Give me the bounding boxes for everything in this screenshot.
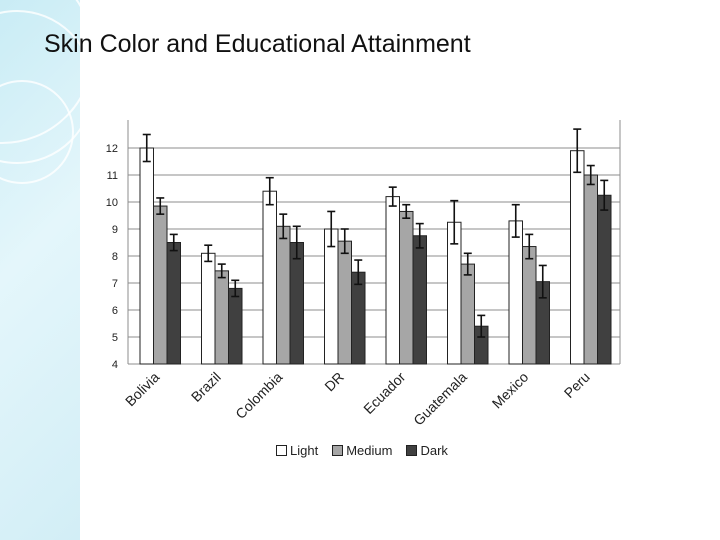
bar	[262, 190, 277, 365]
bar	[351, 271, 366, 365]
bar	[583, 174, 598, 365]
bar	[214, 270, 229, 365]
bar	[153, 205, 168, 365]
legend-item: Light	[276, 443, 318, 458]
slide-title: Skin Color and Educational Attainment	[44, 30, 471, 58]
legend-label: Light	[290, 443, 319, 458]
y-tick-label: 5	[112, 332, 118, 344]
bar	[508, 220, 523, 365]
bar	[412, 235, 427, 365]
x-tick-label: Brazil	[188, 369, 224, 405]
bar	[385, 196, 400, 365]
bar	[228, 287, 243, 365]
x-tick-label: Mexico	[489, 369, 532, 412]
y-tick-label: 8	[112, 251, 118, 263]
bar	[324, 228, 339, 365]
y-tick-label: 9	[112, 224, 118, 236]
legend-label: Dark	[420, 443, 448, 458]
legend-item: Dark	[406, 443, 448, 458]
bar	[460, 263, 475, 365]
bar	[276, 225, 291, 365]
y-tick-label: 10	[106, 197, 118, 209]
x-tick-label: Bolivia	[122, 369, 163, 410]
bar	[289, 242, 304, 365]
y-tick-label: 11	[107, 170, 118, 182]
y-tick-label: 4	[112, 359, 118, 371]
legend-swatch	[406, 445, 418, 456]
x-tick-label: Colombia	[232, 369, 285, 422]
legend-swatch	[332, 445, 344, 456]
chart-legend: Light Medium Dark	[276, 443, 462, 458]
legend-label: Medium	[346, 443, 393, 458]
x-tick-label: Ecuador	[360, 369, 408, 417]
bar	[166, 242, 181, 365]
legend-item: Medium	[332, 443, 392, 458]
bar	[570, 150, 585, 365]
y-tick-label: 6	[112, 305, 118, 317]
legend-swatch	[276, 445, 287, 456]
bar	[201, 252, 216, 365]
y-tick-label: 12	[106, 143, 118, 155]
bar	[597, 194, 612, 365]
bar	[522, 246, 537, 365]
bar	[337, 240, 352, 365]
bar	[399, 210, 414, 365]
x-tick-label: Peru	[561, 369, 593, 401]
x-tick-label: Guatemala	[410, 369, 470, 429]
y-tick-label: 7	[112, 278, 118, 290]
x-tick-label: DR	[321, 369, 347, 395]
bar	[139, 147, 154, 365]
decorative-sidebar	[0, 0, 80, 540]
